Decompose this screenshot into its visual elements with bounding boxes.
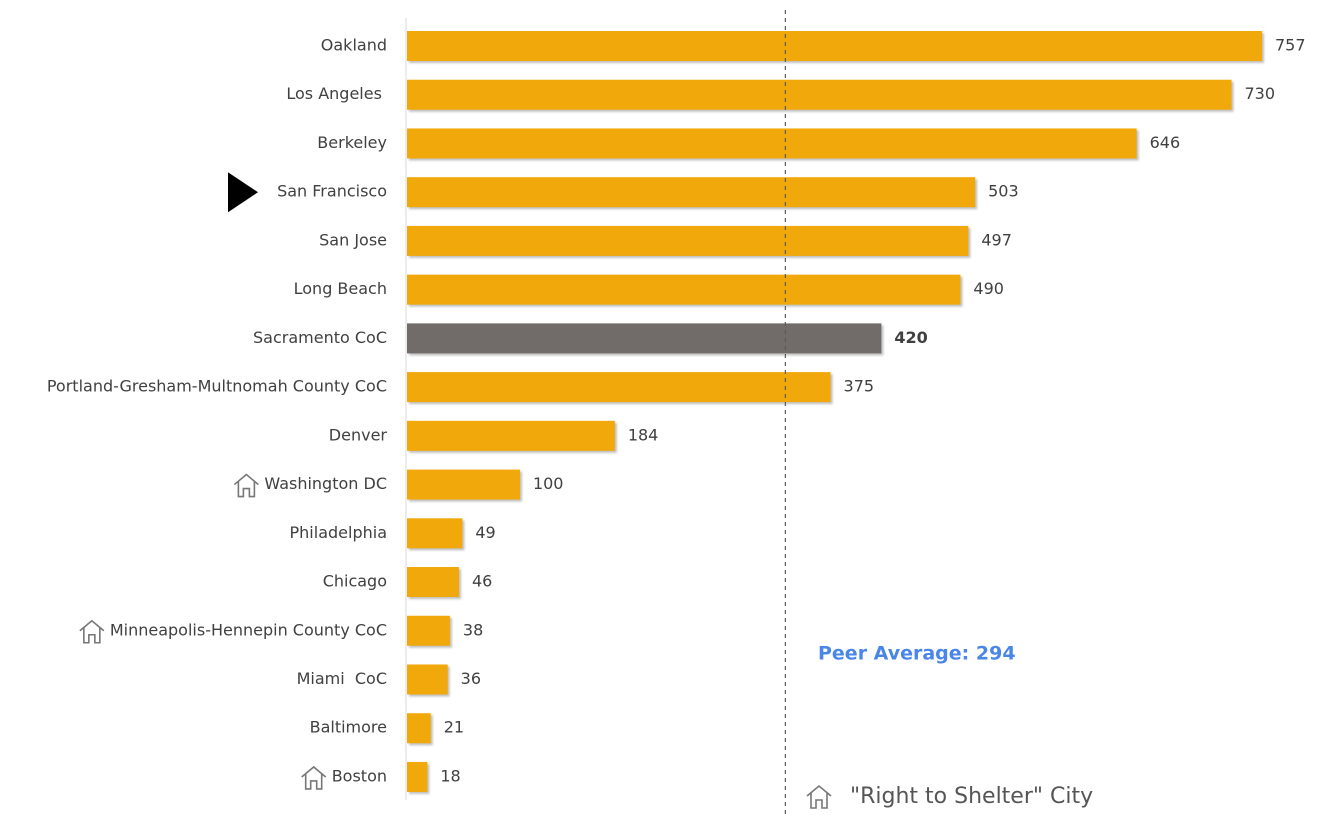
value-label: 375 [844, 377, 875, 396]
value-label: 38 [463, 620, 483, 639]
bar [407, 567, 459, 598]
legend-icon [806, 784, 832, 809]
category-label: Long Beach [294, 279, 387, 298]
bar [407, 128, 1137, 159]
bar [407, 79, 1232, 110]
category-label: Miami CoC [297, 669, 387, 688]
category-label: Oakland [321, 36, 387, 55]
value-label: 420 [894, 328, 927, 347]
category-label: Sacramento CoC [253, 328, 387, 347]
value-label: 730 [1245, 84, 1276, 103]
bar [407, 323, 882, 354]
icon [301, 765, 327, 790]
category-label: Chicago [323, 572, 387, 591]
value-label: 46 [472, 572, 492, 591]
icon [233, 473, 259, 498]
category-label: Washington DC [264, 474, 387, 493]
bar [407, 372, 831, 403]
bar [407, 518, 463, 549]
category-label: Berkeley [317, 133, 387, 152]
value-label: 497 [981, 230, 1012, 249]
plot: Oakland 757 Los Angeles 730 Berkeley 646 San … [47, 10, 1306, 816]
value-label: 490 [973, 279, 1004, 298]
annotation: Peer Average: 294 [818, 643, 1016, 665]
shelter-icon [301, 765, 327, 790]
category-label: Boston [332, 766, 387, 785]
value-label: 184 [628, 425, 659, 444]
value-label: 18 [440, 766, 460, 785]
bar [407, 713, 431, 744]
category-label: Portland-Gresham-Multnomah County CoC [47, 377, 387, 396]
category-label: Los Angeles [286, 84, 387, 103]
bar [407, 664, 448, 695]
bar [407, 615, 450, 646]
bar [407, 225, 969, 256]
bar [407, 420, 615, 451]
value-label: 646 [1150, 133, 1181, 152]
shelter-icon [79, 619, 105, 644]
icon [79, 619, 105, 644]
bar [407, 31, 1262, 61]
category-label: Denver [329, 425, 388, 444]
category-label: Philadelphia [290, 523, 387, 542]
category-label: Baltimore [310, 718, 387, 737]
bar [407, 274, 961, 305]
value-label: 36 [461, 669, 481, 688]
value-label: 49 [475, 523, 495, 542]
value-label: 757 [1275, 36, 1306, 55]
value-label: 21 [444, 718, 464, 737]
category-label: San Francisco [277, 182, 387, 201]
bar [407, 177, 976, 208]
legend-label: "Right to Shelter" City [850, 784, 1093, 809]
category-label: San Jose [319, 230, 387, 249]
category-label: Minneapolis-Hennepin County CoC [110, 620, 387, 639]
bar [407, 761, 428, 792]
shelter-icon [233, 473, 259, 498]
value-label: 503 [988, 182, 1019, 201]
highlight-arrow [228, 172, 258, 213]
bar [407, 469, 520, 500]
value-label: 100 [533, 474, 564, 493]
